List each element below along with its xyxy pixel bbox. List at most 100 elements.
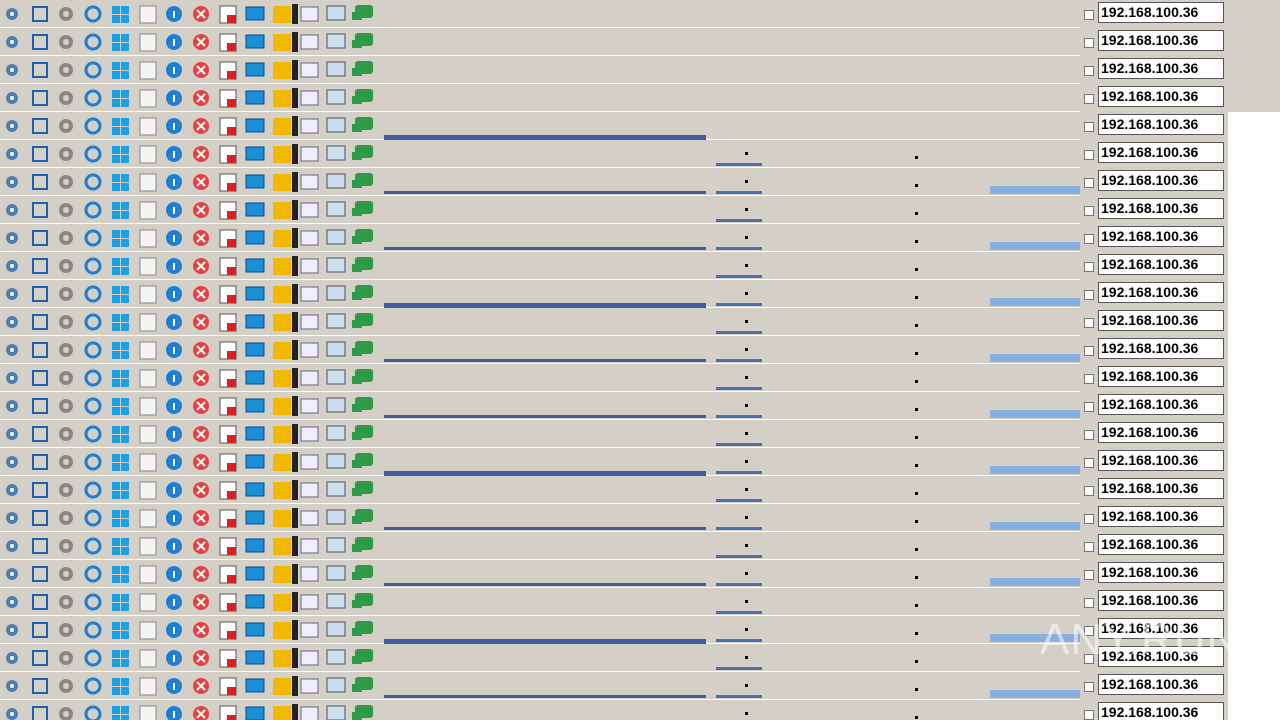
address-field[interactable]: 192.168.100.36	[1098, 282, 1224, 303]
display-button[interactable]	[326, 173, 346, 189]
folder-button[interactable]	[273, 60, 298, 80]
document-button[interactable]	[139, 201, 157, 220]
checkbox[interactable]	[1084, 122, 1094, 132]
monitor-button[interactable]	[245, 538, 265, 553]
windows-button[interactable]	[112, 482, 129, 499]
refresh-button[interactable]	[84, 145, 102, 163]
close-button[interactable]	[193, 678, 209, 694]
windows-button[interactable]	[112, 90, 129, 107]
settings-button[interactable]	[59, 511, 73, 525]
settings-button[interactable]	[59, 287, 73, 301]
monitor-button[interactable]	[245, 286, 265, 301]
maximize-button[interactable]	[32, 314, 48, 330]
settings-button[interactable]	[59, 427, 73, 441]
remove-window-button[interactable]	[219, 313, 237, 332]
windows-button[interactable]	[112, 538, 129, 555]
info-button[interactable]	[166, 706, 182, 720]
document-button[interactable]	[139, 173, 157, 192]
settings-button[interactable]	[59, 315, 73, 329]
remove-window-button[interactable]	[219, 341, 237, 360]
document-button[interactable]	[139, 621, 157, 640]
folder-button[interactable]	[273, 200, 298, 220]
refresh-button[interactable]	[84, 257, 102, 275]
window-button[interactable]	[300, 174, 319, 190]
windows-button[interactable]	[112, 566, 129, 583]
settings-button[interactable]	[59, 539, 73, 553]
monitor-button[interactable]	[245, 146, 265, 161]
checkbox[interactable]	[1084, 682, 1094, 692]
refresh-button[interactable]	[84, 5, 102, 23]
maximize-button[interactable]	[32, 118, 48, 134]
info-button[interactable]	[166, 230, 182, 246]
address-field[interactable]: 192.168.100.36	[1098, 198, 1224, 219]
close-button[interactable]	[193, 230, 209, 246]
address-field[interactable]: 192.168.100.36	[1098, 562, 1224, 583]
refresh-button[interactable]	[84, 89, 102, 107]
info-button[interactable]	[166, 62, 182, 78]
address-field[interactable]: 192.168.100.36	[1098, 366, 1224, 387]
refresh-button[interactable]	[84, 369, 102, 387]
refresh-button[interactable]	[84, 593, 102, 611]
display-button[interactable]	[326, 649, 346, 665]
refresh-button[interactable]	[84, 201, 102, 219]
info-button[interactable]	[166, 342, 182, 358]
refresh-button[interactable]	[84, 649, 102, 667]
info-button[interactable]	[166, 594, 182, 610]
maximize-button[interactable]	[32, 342, 48, 358]
window-button[interactable]	[300, 258, 319, 274]
windows-button[interactable]	[112, 258, 129, 275]
settings-button[interactable]	[59, 455, 73, 469]
folder-button[interactable]	[273, 508, 298, 528]
folder-button[interactable]	[273, 144, 298, 164]
display-button[interactable]	[326, 705, 346, 720]
settings-button[interactable]	[59, 595, 73, 609]
monitor-button[interactable]	[245, 6, 265, 21]
settings-button[interactable]	[59, 231, 73, 245]
chat-button[interactable]	[352, 453, 373, 468]
settings-group-button[interactable]	[6, 344, 18, 356]
folder-button[interactable]	[273, 396, 298, 416]
settings-group-button[interactable]	[6, 708, 18, 720]
monitor-button[interactable]	[245, 594, 265, 609]
display-button[interactable]	[326, 229, 346, 245]
close-button[interactable]	[193, 454, 209, 470]
folder-button[interactable]	[273, 368, 298, 388]
settings-button[interactable]	[59, 119, 73, 133]
maximize-button[interactable]	[32, 34, 48, 50]
info-button[interactable]	[166, 314, 182, 330]
folder-button[interactable]	[273, 592, 298, 612]
refresh-button[interactable]	[84, 397, 102, 415]
settings-group-button[interactable]	[6, 372, 18, 384]
maximize-button[interactable]	[32, 594, 48, 610]
info-button[interactable]	[166, 6, 182, 22]
document-button[interactable]	[139, 481, 157, 500]
windows-button[interactable]	[112, 510, 129, 527]
folder-button[interactable]	[273, 452, 298, 472]
address-field[interactable]: 192.168.100.36	[1098, 590, 1224, 611]
checkbox[interactable]	[1084, 458, 1094, 468]
address-field[interactable]: 192.168.100.36	[1098, 506, 1224, 527]
chat-button[interactable]	[352, 481, 373, 496]
display-button[interactable]	[326, 509, 346, 525]
checkbox[interactable]	[1084, 318, 1094, 328]
windows-button[interactable]	[112, 286, 129, 303]
folder-button[interactable]	[273, 4, 298, 24]
address-field[interactable]: 192.168.100.36	[1098, 674, 1224, 695]
folder-button[interactable]	[273, 648, 298, 668]
refresh-button[interactable]	[84, 61, 102, 79]
display-button[interactable]	[326, 369, 346, 385]
address-field[interactable]: 192.168.100.36	[1098, 2, 1224, 23]
window-button[interactable]	[300, 650, 319, 666]
info-button[interactable]	[166, 118, 182, 134]
monitor-button[interactable]	[245, 678, 265, 693]
settings-button[interactable]	[59, 707, 73, 720]
monitor-button[interactable]	[245, 34, 265, 49]
window-button[interactable]	[300, 426, 319, 442]
monitor-button[interactable]	[245, 398, 265, 413]
chat-button[interactable]	[352, 5, 373, 20]
maximize-button[interactable]	[32, 62, 48, 78]
maximize-button[interactable]	[32, 482, 48, 498]
close-button[interactable]	[193, 146, 209, 162]
window-button[interactable]	[300, 146, 319, 162]
folder-button[interactable]	[273, 480, 298, 500]
